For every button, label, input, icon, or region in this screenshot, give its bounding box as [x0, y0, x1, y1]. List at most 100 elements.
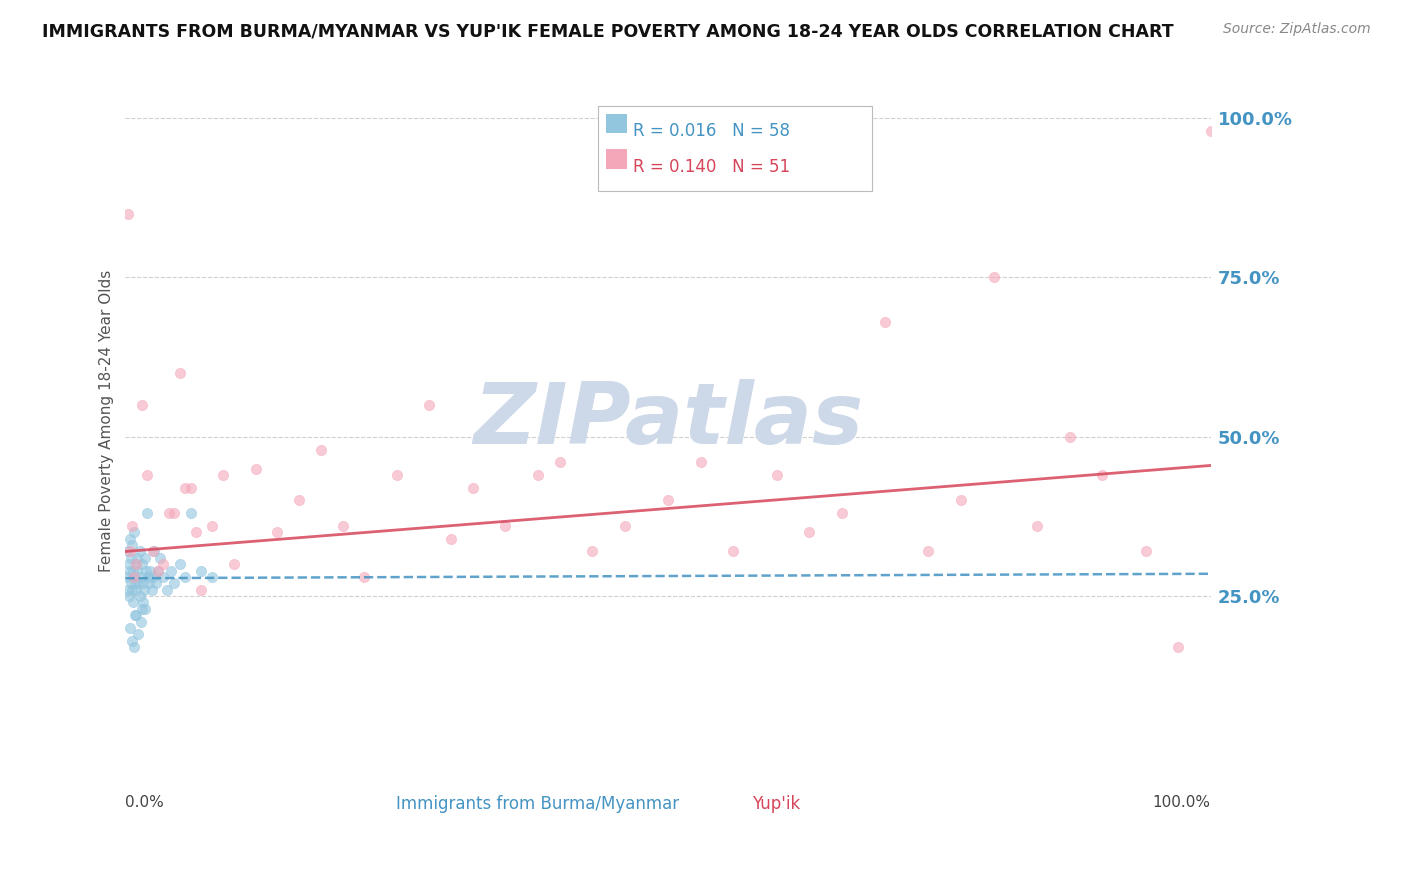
Point [461, 481, 484, 495]
Text: ZIPatlas: ZIPatlas [472, 379, 863, 462]
Point [129, 615, 152, 629]
Point [169, 366, 191, 380]
Point [139, 564, 162, 578]
Point [122, 570, 145, 584]
Point [118, 564, 141, 578]
Point [125, 582, 148, 597]
Point [124, 608, 146, 623]
Point [118, 544, 141, 558]
Point [122, 570, 145, 584]
Point [163, 576, 186, 591]
Point [174, 570, 197, 584]
Point [146, 564, 169, 578]
Text: R = 0.140   N = 51: R = 0.140 N = 51 [633, 158, 790, 176]
Point [115, 570, 138, 584]
Point [1199, 124, 1222, 138]
Point [385, 468, 408, 483]
Point [353, 570, 375, 584]
Point [128, 589, 150, 603]
Point [152, 570, 174, 584]
Point [875, 315, 897, 329]
Point [548, 455, 571, 469]
Point [131, 558, 153, 572]
Text: Immigrants from Burma/Myanmar: Immigrants from Burma/Myanmar [396, 796, 679, 814]
Point [136, 506, 159, 520]
Text: IMMIGRANTS FROM BURMA/MYANMAR VS YUP'IK FEMALE POVERTY AMONG 18-24 YEAR OLDS COR: IMMIGRANTS FROM BURMA/MYANMAR VS YUP'IK … [42, 22, 1174, 40]
Point [657, 493, 679, 508]
Point [134, 550, 156, 565]
Text: Yup'ik: Yup'ik [752, 796, 800, 814]
Point [613, 519, 636, 533]
Point [222, 558, 245, 572]
Point [118, 558, 141, 572]
Point [136, 468, 159, 483]
Point [142, 570, 165, 584]
Point [152, 558, 174, 572]
Point [332, 519, 354, 533]
Point [1135, 544, 1157, 558]
Point [160, 564, 183, 578]
Point [156, 582, 179, 597]
Point [157, 506, 180, 520]
Point [125, 608, 148, 623]
Point [494, 519, 516, 533]
Point [125, 558, 148, 572]
Point [132, 595, 155, 609]
Point [128, 544, 150, 558]
Point [190, 582, 212, 597]
Point [136, 570, 159, 584]
Point [721, 544, 744, 558]
Point [149, 550, 172, 565]
Point [527, 468, 550, 483]
Point [142, 544, 165, 558]
Point [1059, 430, 1081, 444]
Point [131, 602, 153, 616]
Point [117, 544, 139, 558]
Point [184, 525, 207, 540]
Point [917, 544, 939, 558]
Point [124, 576, 146, 591]
Point [418, 398, 440, 412]
Point [1091, 468, 1114, 483]
Point [180, 481, 202, 495]
Point [122, 564, 145, 578]
Point [122, 595, 145, 609]
Text: 100.0%: 100.0% [1153, 796, 1211, 811]
Point [440, 532, 463, 546]
Text: Source: ZipAtlas.com: Source: ZipAtlas.com [1223, 22, 1371, 37]
Point [127, 564, 149, 578]
Point [689, 455, 711, 469]
Point [797, 525, 820, 540]
Point [212, 468, 235, 483]
Point [581, 544, 603, 558]
Point [122, 640, 145, 654]
Point [190, 564, 212, 578]
Point [765, 468, 787, 483]
Text: 0.0%: 0.0% [125, 796, 165, 811]
Point [131, 398, 153, 412]
Point [121, 538, 143, 552]
Point [128, 627, 150, 641]
Point [1026, 519, 1049, 533]
Point [141, 582, 163, 597]
Text: R = 0.016   N = 58: R = 0.016 N = 58 [633, 122, 790, 140]
Point [129, 570, 152, 584]
Point [134, 602, 156, 616]
Point [201, 570, 224, 584]
Point [118, 532, 141, 546]
Point [288, 493, 311, 508]
Point [138, 576, 160, 591]
Point [121, 633, 143, 648]
Point [118, 589, 141, 603]
Point [132, 582, 155, 597]
Point [122, 525, 145, 540]
Point [950, 493, 973, 508]
Point [128, 576, 150, 591]
Point [117, 207, 139, 221]
Point [121, 582, 143, 597]
Point [174, 481, 197, 495]
Point [983, 270, 1005, 285]
Point [245, 461, 267, 475]
Point [266, 525, 288, 540]
Point [169, 558, 191, 572]
